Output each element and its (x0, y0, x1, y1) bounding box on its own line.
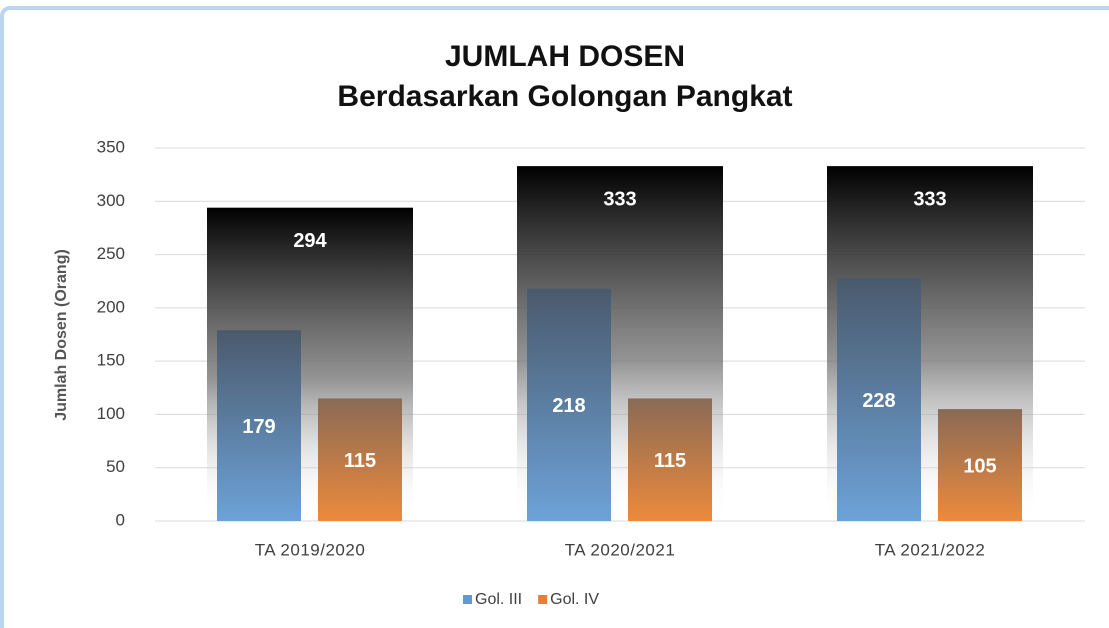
x-tick-label: TA 2020/2021 (565, 540, 676, 559)
y-axis-label: Jumlah Dosen (Orang) (53, 249, 70, 421)
legend-swatch (538, 595, 548, 604)
value-label: 179 (242, 416, 275, 438)
total-label: 294 (293, 230, 327, 252)
legend-label: Gol. IV (550, 591, 599, 608)
legend-label: Gol. III (475, 591, 522, 608)
bar (837, 278, 921, 521)
y-tick-label: 200 (97, 297, 125, 316)
y-tick-label: 0 (116, 510, 125, 529)
value-label: 218 (552, 395, 585, 417)
legend-swatch (463, 595, 472, 604)
bar (628, 398, 712, 521)
x-tick-label: TA 2019/2020 (255, 540, 366, 559)
y-tick-label: 100 (97, 404, 125, 423)
frame (0, 6, 1109, 628)
bar (217, 330, 301, 521)
chart-title: JUMLAH DOSEN (445, 40, 685, 73)
total-label: 333 (913, 188, 946, 210)
y-tick-label: 300 (97, 191, 125, 210)
total-label: 333 (603, 188, 636, 210)
bar (527, 288, 611, 521)
y-tick-label: 350 (97, 137, 125, 156)
value-label: 115 (654, 450, 686, 472)
bar (318, 398, 402, 521)
value-label: 115 (344, 450, 376, 472)
x-tick-label: TA 2021/2022 (875, 540, 986, 559)
bar (938, 409, 1022, 521)
value-label: 105 (963, 455, 996, 477)
y-tick-label: 250 (97, 244, 125, 263)
chart-subtitle: Berdasarkan Golongan Pangkat (337, 80, 792, 113)
y-tick-label: 150 (97, 351, 125, 370)
y-tick-label: 50 (106, 457, 125, 476)
value-label: 228 (862, 390, 895, 412)
